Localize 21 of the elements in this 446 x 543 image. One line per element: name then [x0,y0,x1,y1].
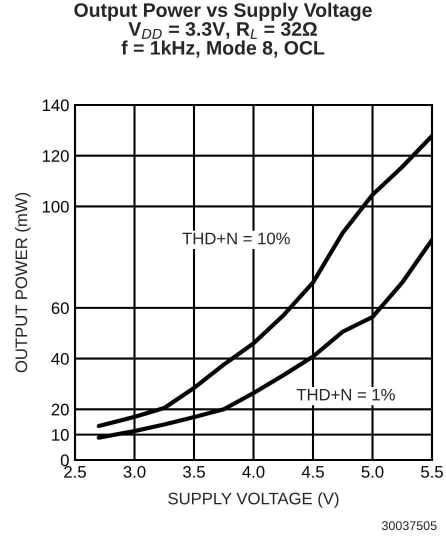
y-tick-label: 100 [42,200,69,213]
x-axis-title: SUPPLY VOLTAGE (V) [168,492,338,508]
x-tick-label: 4.5 [302,466,324,478]
annotation: THD+N = 1% [296,388,395,401]
y-tick-label: 60 [52,302,69,314]
x-tick-label: 3.0 [124,466,146,478]
y-tick-label: 10 [52,429,69,441]
y-tick-label: 0 [60,454,69,466]
y-axis-title: OUTPUT POWER (mW) [14,192,31,372]
y-tick-label: 140 [42,99,69,112]
x-tick-label: 5.0 [362,466,384,478]
x-tick-label: 4.0 [242,466,264,478]
chart-title: Output Power vs Supply Voltage V$_{DD}$ = 3.3V, R$_{L}$ = 32Ω f = 1kHz, Mode 8, OCL [74,2,372,58]
y-tick-label: 120 [42,150,69,162]
annotation: THD+N = 10% [182,232,290,244]
x-tick-label: 2.5 [64,466,86,478]
y-tick-label: 20 [52,404,69,416]
x-tick-label: 5.5 [421,466,443,478]
x-tick-label: 3.5 [183,466,205,478]
y-tick-label: 40 [51,352,69,365]
text: 30037505 [382,521,437,530]
